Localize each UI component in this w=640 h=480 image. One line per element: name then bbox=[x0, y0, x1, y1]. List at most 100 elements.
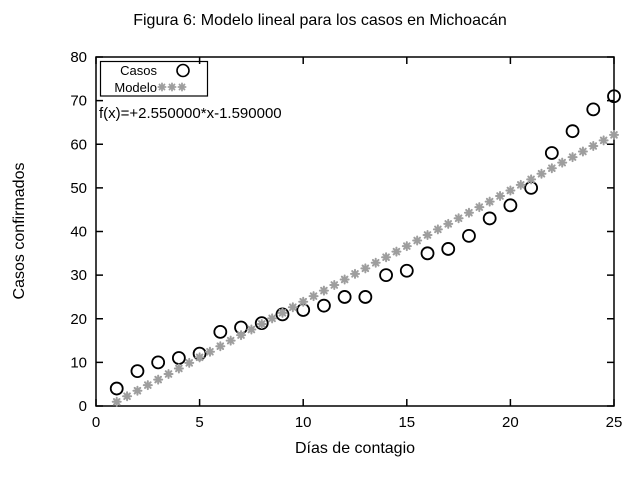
asterisk-arm bbox=[558, 158, 566, 167]
asterisk-arm bbox=[206, 347, 214, 356]
data-point-modelo bbox=[153, 374, 164, 385]
y-tick-label: 40 bbox=[70, 224, 87, 241]
asterisk-arm bbox=[154, 375, 162, 384]
data-point-casos bbox=[151, 355, 166, 370]
data-point-modelo bbox=[287, 302, 298, 313]
data-point-casos bbox=[337, 290, 352, 304]
data-point-modelo bbox=[267, 313, 278, 324]
data-point-casos bbox=[213, 324, 228, 339]
data-point-modelo bbox=[215, 341, 226, 352]
asterisk-arm bbox=[309, 292, 318, 300]
data-point-casos bbox=[441, 242, 456, 256]
data-point-modelo bbox=[236, 330, 247, 341]
asterisk-arm bbox=[434, 225, 442, 234]
legend-box bbox=[99, 60, 209, 97]
data-point-modelo bbox=[318, 285, 329, 296]
asterisk-arm bbox=[599, 136, 608, 145]
asterisk-arm bbox=[485, 197, 494, 206]
asterisk-arm bbox=[164, 370, 173, 378]
data-point-casos bbox=[482, 211, 497, 226]
asterisk-arm bbox=[247, 325, 256, 334]
asterisk-arm bbox=[444, 220, 453, 228]
x-tick-label: 25 bbox=[606, 414, 623, 431]
asterisk-arm bbox=[610, 131, 618, 139]
asterisk-arm bbox=[330, 281, 339, 289]
asterisk-arm bbox=[568, 153, 577, 161]
data-point-modelo bbox=[256, 318, 267, 329]
asterisk-arm bbox=[123, 392, 131, 401]
data-point-modelo bbox=[495, 191, 506, 202]
y-tick-label: 30 bbox=[70, 267, 87, 284]
data-point-modelo bbox=[350, 268, 360, 279]
data-point-modelo bbox=[588, 140, 599, 151]
legend-marker-modelo bbox=[167, 82, 177, 92]
asterisk-arm bbox=[454, 214, 463, 223]
data-point-casos bbox=[565, 124, 580, 139]
data-point-modelo bbox=[557, 157, 568, 168]
data-point-casos bbox=[379, 268, 393, 283]
data-point-modelo bbox=[132, 385, 143, 396]
asterisk-arm bbox=[216, 342, 225, 350]
x-tick-label: 10 bbox=[295, 414, 312, 431]
legend-marker-modelo bbox=[157, 82, 167, 92]
asterisk-arm bbox=[133, 386, 142, 395]
x-tick-label: 0 bbox=[92, 414, 100, 431]
data-point-casos bbox=[109, 381, 124, 396]
data-point-casos bbox=[544, 146, 559, 160]
asterisk-arm bbox=[516, 181, 525, 189]
data-point-modelo bbox=[173, 363, 184, 374]
asterisk-arm bbox=[392, 247, 401, 256]
data-point-casos bbox=[420, 246, 435, 261]
data-point-modelo bbox=[308, 291, 319, 302]
y-tick-label: 60 bbox=[70, 136, 87, 153]
data-point-modelo bbox=[204, 346, 215, 357]
data-point-modelo bbox=[184, 357, 195, 368]
asterisk-arm bbox=[195, 353, 204, 362]
data-point-modelo bbox=[111, 396, 122, 407]
asterisk-arm bbox=[226, 336, 235, 345]
data-point-modelo bbox=[339, 274, 350, 285]
data-point-modelo bbox=[225, 335, 236, 346]
x-axis-label: Días de contagio bbox=[294, 440, 416, 457]
data-point-modelo bbox=[484, 196, 495, 207]
asterisk-arm bbox=[144, 381, 152, 389]
data-point-modelo bbox=[505, 185, 516, 196]
x-tick-label: 15 bbox=[398, 414, 415, 431]
asterisk-arm bbox=[278, 309, 287, 317]
asterisk-arm bbox=[112, 398, 121, 406]
data-point-modelo bbox=[401, 241, 412, 252]
data-point-modelo bbox=[329, 280, 340, 291]
data-point-modelo bbox=[360, 263, 371, 274]
data-point-modelo bbox=[598, 135, 609, 146]
data-point-modelo bbox=[526, 174, 537, 185]
data-point-casos bbox=[503, 198, 518, 213]
asterisk-arm bbox=[579, 147, 587, 156]
asterisk-arm bbox=[178, 83, 186, 91]
legend-label-casos: Casos bbox=[120, 63, 157, 78]
asterisk-arm bbox=[548, 164, 556, 173]
data-point-modelo bbox=[609, 129, 619, 140]
data-point-modelo bbox=[515, 179, 526, 190]
data-point-casos bbox=[317, 298, 331, 313]
asterisk-arm bbox=[268, 314, 276, 323]
asterisk-arm bbox=[371, 258, 380, 267]
data-point-modelo bbox=[298, 296, 309, 307]
asterisk-arm bbox=[527, 175, 535, 184]
y-tick-label: 10 bbox=[70, 354, 87, 371]
asterisk-arm bbox=[413, 236, 421, 245]
x-tick-label: 5 bbox=[195, 414, 203, 431]
x-tick-label: 20 bbox=[502, 414, 519, 431]
data-point-modelo bbox=[163, 369, 174, 380]
data-point-modelo bbox=[277, 307, 288, 318]
asterisk-arm bbox=[361, 264, 370, 273]
data-point-casos bbox=[462, 228, 476, 243]
asterisk-arm bbox=[496, 192, 504, 200]
asterisk-arm bbox=[351, 270, 359, 278]
data-point-casos bbox=[358, 290, 373, 304]
data-point-modelo bbox=[194, 352, 205, 363]
data-point-modelo bbox=[567, 152, 578, 163]
data-point-casos bbox=[254, 316, 269, 331]
chart-title: Figura 6: Modelo lineal para los casos e… bbox=[133, 12, 507, 29]
data-point-modelo bbox=[432, 224, 443, 235]
